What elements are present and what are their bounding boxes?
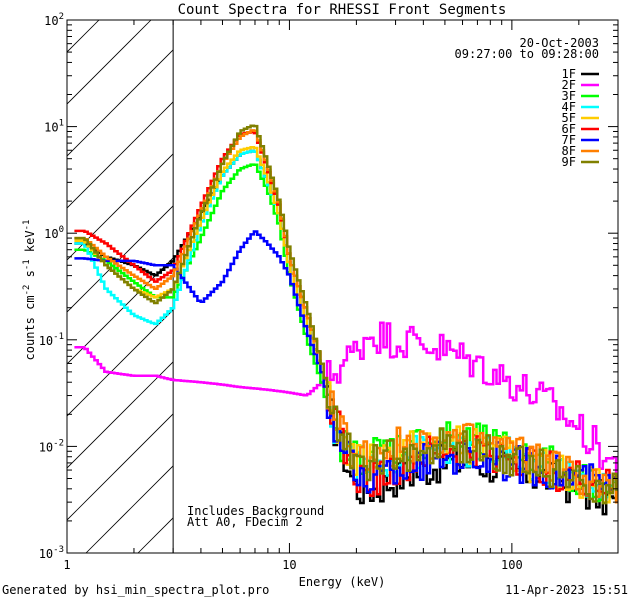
hatch-line [67, 413, 174, 521]
axis-ticks: 102 101 100 10-1 10-2 10-31 10 100 [39, 12, 619, 572]
y-tick-label: 10-2 [39, 438, 64, 454]
hatch-lines [67, 20, 174, 553]
y-axis-label: counts cm-2 s-1 keV-1 [22, 220, 37, 361]
date-label: 20-Oct-2003 [520, 36, 599, 50]
x-tick-label: 1 [63, 558, 70, 572]
x-axis-label: Energy (keV) [299, 575, 386, 589]
legend-label-2F: 2F [562, 78, 576, 92]
legend-label-8F: 8F [562, 144, 576, 158]
legend-label-7F: 7F [562, 133, 576, 147]
legend-label-6F: 6F [562, 122, 576, 136]
chart-title: Count Spectra for RHESSI Front Segments [178, 2, 507, 18]
legend-label-4F: 4F [562, 100, 576, 114]
y-tick-label: 102 [44, 12, 64, 28]
y-tick-label: 10-3 [39, 545, 64, 561]
hatch-line [67, 20, 100, 53]
footer-generated: Generated by hsi_min_spectra_plot.pro [2, 583, 269, 597]
hatch-line [67, 101, 174, 209]
series-layer [74, 124, 618, 516]
footer-timestamp: 11-Apr-2023 15:51 [505, 583, 628, 597]
annotation-attenuator: Att A0, FDecim 2 [187, 515, 303, 529]
hatch-line [67, 361, 174, 469]
hatch-line [67, 257, 174, 365]
legend-label-1F: 1F [562, 67, 576, 81]
time-range-label: 09:27:00 to 09:28:00 [455, 47, 600, 61]
hatch-line [67, 49, 174, 157]
x-tick-label: 100 [501, 558, 523, 572]
annotation-background: Includes Background [187, 504, 324, 518]
legend-label-5F: 5F [562, 111, 576, 125]
legend-label-9F: 9F [562, 155, 576, 169]
x-tick-label: 10 [282, 558, 296, 572]
y-tick-label: 10-1 [39, 332, 64, 348]
plot-frame [66, 19, 619, 554]
y-tick-label: 101 [44, 119, 64, 135]
series-line-9F [74, 124, 618, 505]
hatch-line [67, 205, 174, 313]
legend-label-3F: 3F [562, 89, 576, 103]
y-tick-label: 100 [44, 225, 64, 241]
series-line-2F [74, 321, 618, 478]
